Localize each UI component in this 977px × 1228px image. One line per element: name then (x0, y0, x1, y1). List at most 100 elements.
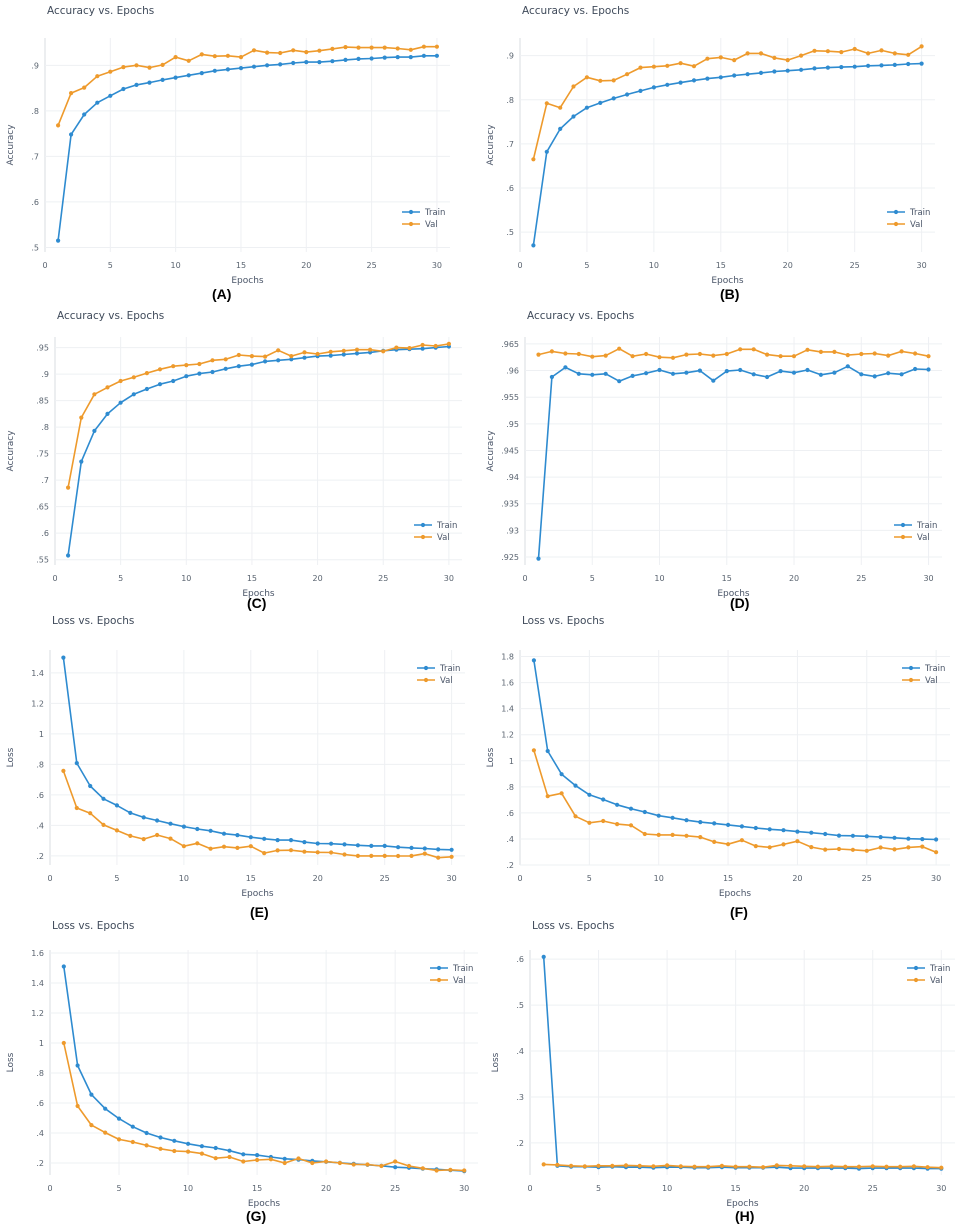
data-point-val (343, 45, 348, 50)
data-point-train (899, 372, 904, 377)
data-point-val (866, 51, 871, 56)
x-tick-label: 10 (662, 1184, 672, 1193)
legend-marker-train (420, 522, 426, 528)
caption-h: (H) (735, 1208, 755, 1224)
series-line-val (57, 45, 437, 126)
x-tick-label: 15 (731, 1184, 741, 1193)
x-tick-label: 20 (792, 874, 802, 883)
data-point-train (886, 371, 891, 376)
data-point-val (421, 44, 426, 49)
data-point-train (249, 362, 254, 367)
data-point-val (184, 363, 189, 368)
data-point-val (288, 848, 294, 853)
x-tick-label: 25 (850, 261, 860, 270)
x-tick-label: 20 (789, 574, 799, 583)
data-point-train (421, 53, 426, 58)
data-point-val (644, 351, 649, 357)
legend-label-train: Train (929, 964, 950, 974)
y-tick-label: .6 (506, 184, 514, 193)
y-tick-label: .4 (36, 1129, 44, 1138)
data-point-train (684, 370, 689, 375)
data-point-train (436, 847, 441, 852)
data-point-train (393, 1165, 398, 1170)
data-point-val (157, 367, 163, 372)
data-point-val (615, 822, 620, 827)
data-point-train (753, 825, 758, 831)
y-tick-label: .5 (516, 1001, 524, 1010)
data-point-train (878, 835, 883, 840)
data-point-val (926, 354, 931, 359)
data-point-val (354, 347, 360, 352)
data-point-val (328, 349, 333, 354)
data-point-val (236, 352, 241, 358)
caption-a: (A) (212, 286, 232, 302)
data-point-val (420, 342, 425, 348)
legend-marker-val (436, 977, 442, 983)
data-point-train (304, 60, 309, 65)
y-tick-label: .55 (36, 556, 49, 565)
data-point-val (291, 48, 296, 53)
data-point-val (268, 1157, 273, 1162)
y-tick-label: .8 (506, 783, 514, 792)
data-point-val (906, 845, 911, 850)
data-point-train (657, 367, 662, 373)
y-tick-label: .6 (36, 1099, 44, 1108)
chart-svg: Accuracy vs. Epochs 0 5 10 15 20 25 30 .55 .6 .65.… (6, 310, 462, 599)
x-tick-label: 0 (42, 261, 47, 270)
data-point-val (121, 65, 126, 70)
data-point-val (678, 61, 683, 66)
data-point-train (809, 830, 814, 835)
data-point-val (396, 853, 401, 859)
data-point-val (852, 46, 857, 52)
data-point-val (186, 58, 191, 63)
chart-panel-c: Accuracy vs. Epochs 0 5 10 15 20 25 30 .55 .6 .65.… (0, 305, 470, 599)
data-point-train (563, 365, 568, 370)
data-point-train (248, 835, 253, 840)
x-tick-label: 5 (118, 574, 123, 583)
data-point-val (66, 485, 71, 490)
data-point-val (563, 351, 568, 356)
data-point-val (394, 345, 399, 350)
data-point-val (733, 1164, 738, 1169)
data-point-val (221, 844, 227, 849)
data-point-val (172, 1148, 177, 1154)
caption-d: (D) (730, 595, 750, 611)
data-point-val (536, 352, 541, 357)
data-point-val (74, 805, 79, 811)
data-point-val (381, 349, 386, 354)
data-point-train (919, 61, 924, 66)
series-line-train (57, 54, 437, 241)
data-point-train (199, 71, 204, 76)
y-tick-label: .2 (506, 861, 514, 870)
data-point-train (718, 75, 723, 80)
data-point-train (103, 1106, 108, 1111)
data-point-val (433, 343, 438, 349)
caption-f: (F) (730, 904, 748, 920)
data-point-train (818, 372, 823, 377)
data-point-val (549, 349, 554, 354)
data-point-val (105, 385, 110, 390)
data-point-val (610, 1163, 615, 1168)
chart-title: Loss vs. Epochs (52, 615, 134, 627)
data-point-val (911, 1164, 916, 1169)
data-point-val (665, 1163, 670, 1168)
data-point-train (745, 72, 750, 77)
data-point-val (351, 1162, 356, 1167)
data-point-train (181, 824, 186, 829)
legend-label-val: Val (453, 976, 466, 986)
data-point-train (832, 370, 837, 375)
data-point-val (103, 1130, 108, 1135)
data-point-val (446, 341, 451, 346)
chart-svg: Loss vs. Epochs 0 5 10 15 20 25 30 .2 .4 .6 .8 1 1.2 1… (486, 615, 950, 899)
data-point-val (788, 1163, 793, 1168)
data-point-val (171, 364, 176, 369)
y-tick-label: 1.8 (501, 653, 514, 662)
data-point-val (684, 833, 689, 838)
x-tick-label: 30 (931, 874, 941, 883)
data-point-train (227, 1148, 232, 1153)
data-point-val (329, 850, 334, 855)
data-point-val (739, 838, 744, 843)
data-point-train (812, 66, 817, 71)
data-point-val (304, 50, 309, 55)
y-tick-label: .8 (36, 760, 44, 769)
